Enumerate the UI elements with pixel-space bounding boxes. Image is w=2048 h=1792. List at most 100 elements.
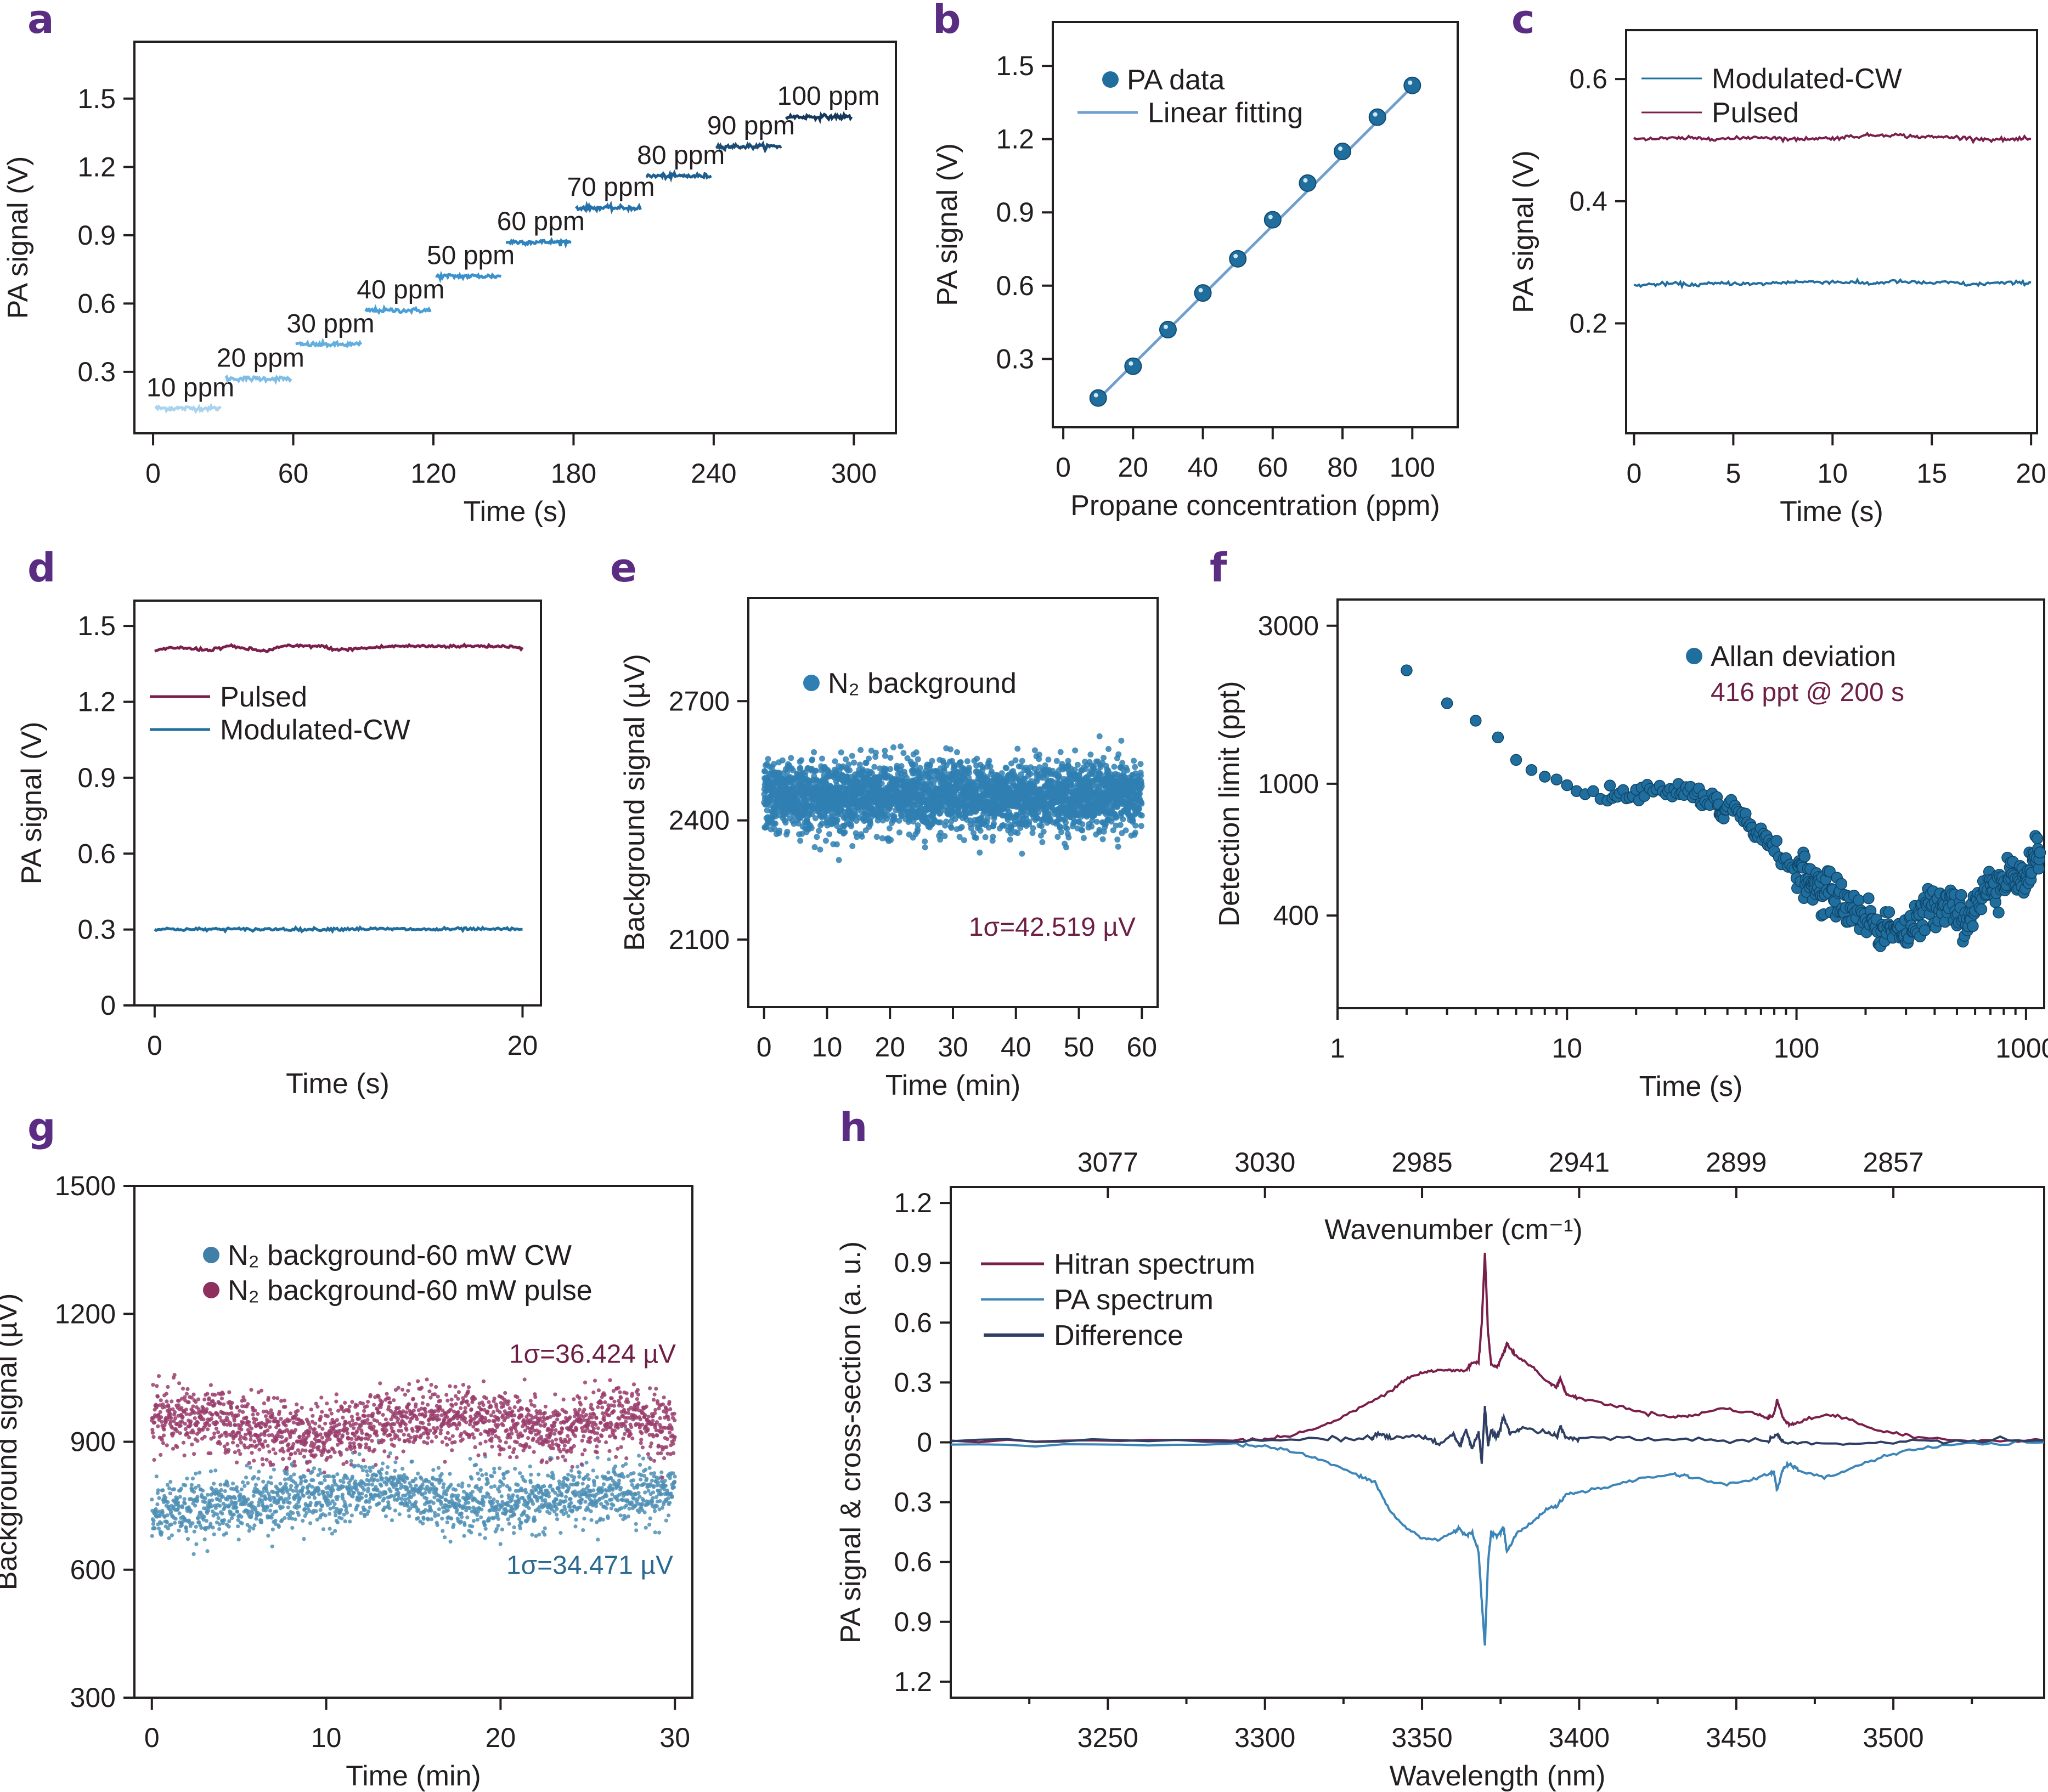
cw-point [178, 1495, 182, 1499]
cw-point [166, 1500, 170, 1505]
cw-point [163, 1496, 168, 1500]
data-point [859, 833, 865, 840]
data-point [912, 761, 918, 768]
data-point [888, 836, 894, 843]
cw-point [531, 1502, 535, 1506]
cw-point [387, 1506, 392, 1511]
cw-point [165, 1483, 170, 1487]
data-point [799, 830, 805, 837]
y-tick-label: 0 [100, 990, 116, 1021]
data-point [1114, 836, 1121, 843]
data-point [1087, 751, 1094, 758]
cw-point [330, 1484, 335, 1488]
cw-point [396, 1491, 400, 1495]
cw-point [343, 1519, 347, 1524]
y-tick-label: 1500 [55, 1171, 116, 1201]
x-tick-label: 50 [1064, 1032, 1094, 1062]
cw-point [359, 1465, 364, 1469]
cw-point [349, 1513, 354, 1518]
cw-point [182, 1497, 187, 1501]
data-point [1132, 822, 1139, 829]
data-point-highlight [1198, 288, 1203, 293]
cw-point [489, 1485, 493, 1489]
cw-point [393, 1468, 397, 1473]
cw-point [299, 1479, 303, 1483]
data-point [1539, 771, 1551, 783]
cw-point [348, 1503, 352, 1507]
cw-point [483, 1527, 488, 1531]
x-tick-label: 40 [1001, 1032, 1031, 1062]
y-tick-label: 3000 [1258, 610, 1319, 641]
data-point [961, 837, 967, 844]
data-point [838, 749, 844, 756]
cw-point [440, 1495, 444, 1500]
cw-point [345, 1511, 349, 1515]
cw-point [235, 1510, 240, 1514]
data-point [1014, 745, 1021, 752]
data-point [1089, 389, 1107, 407]
data-point [848, 823, 855, 829]
cw-point [390, 1518, 394, 1523]
cw-point [183, 1483, 188, 1488]
data-point [1042, 762, 1048, 768]
cw-point [366, 1509, 371, 1513]
step-label: 60 ppm [497, 207, 585, 236]
data-point-highlight [1163, 324, 1168, 329]
data-point [1368, 108, 1386, 126]
data-point [954, 749, 960, 755]
cw-point [168, 1491, 172, 1496]
data-point [1138, 823, 1144, 829]
cw-point [165, 1513, 170, 1518]
data-point [973, 835, 979, 841]
cw-point [251, 1494, 256, 1498]
data-point [979, 764, 986, 770]
cw-point [502, 1476, 506, 1480]
cw-point [523, 1479, 527, 1484]
data-point [1071, 766, 1078, 773]
data-point [849, 753, 855, 759]
cw-point [488, 1495, 492, 1500]
data-point [937, 829, 944, 836]
cw-point [486, 1481, 490, 1485]
data-point [1027, 771, 1034, 777]
cw-point [470, 1490, 475, 1494]
y-tick-label: 1.2 [77, 687, 116, 717]
cw-point [266, 1534, 270, 1538]
cw-point [483, 1523, 487, 1528]
cw-point [519, 1520, 524, 1525]
cw-point [185, 1476, 189, 1481]
cw-point [280, 1505, 285, 1510]
cw-point [281, 1500, 286, 1505]
cw-point [407, 1514, 411, 1518]
cw-point [233, 1496, 237, 1501]
cw-point [223, 1489, 227, 1494]
cw-point [507, 1488, 512, 1492]
data-point [1008, 760, 1014, 767]
data-point [1138, 812, 1145, 819]
cw-point [403, 1479, 407, 1484]
data-point [1064, 826, 1070, 832]
cw-point [524, 1490, 528, 1495]
cw-point [362, 1488, 366, 1492]
data-point [1036, 756, 1042, 762]
x-tick-label: 120 [410, 458, 456, 489]
panel-letter: d [27, 545, 56, 591]
y-tick-label: 1.2 [77, 151, 116, 182]
data-point [1065, 834, 1072, 841]
x-tick-label: 0 [1056, 452, 1071, 483]
cw-point [479, 1486, 483, 1490]
y-axis-title: PA signal (V) [2, 156, 34, 319]
cw-point [537, 1472, 541, 1477]
cw-point [385, 1471, 389, 1476]
cw-point [220, 1511, 224, 1516]
cw-point [289, 1484, 294, 1488]
cw-point [430, 1517, 434, 1522]
cw-point [202, 1514, 206, 1519]
y-tick-label: 900 [70, 1427, 116, 1457]
cw-point [439, 1472, 444, 1476]
step-label: 80 ppm [637, 141, 725, 170]
cw-point [295, 1489, 299, 1493]
data-point [943, 818, 949, 825]
